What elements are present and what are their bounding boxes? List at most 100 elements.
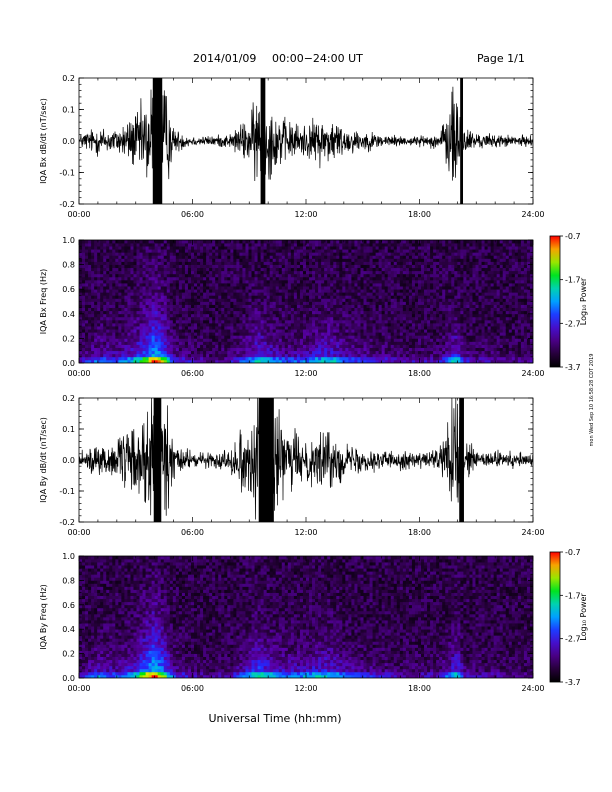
- spectrogram-cell: [233, 267, 237, 272]
- spectrogram-cell: [266, 332, 271, 336]
- spectrogram-cell: [369, 329, 373, 333]
- spectrogram-cell: [139, 267, 143, 272]
- spectrogram-cell: [184, 307, 189, 312]
- spectrogram-cell: [133, 255, 137, 259]
- spectrogram-cell: [393, 319, 398, 324]
- spectrogram-cell: [106, 295, 110, 299]
- spectrogram-cell: [327, 267, 331, 272]
- spectrogram-cell: [354, 301, 358, 305]
- spectrogram-cell: [112, 261, 116, 265]
- spectrogram-cell: [296, 335, 301, 339]
- spectrogram-cell: [309, 264, 313, 269]
- spectrogram-cell: [342, 264, 346, 269]
- spectrogram-cell: [178, 246, 183, 250]
- spectrogram-cell: [115, 338, 119, 342]
- spectrogram-cell: [375, 243, 379, 247]
- spectrogram-cell: [290, 267, 295, 272]
- spectrogram-cell: [194, 286, 198, 290]
- spectrogram-cell: [417, 270, 422, 275]
- spectrogram-cell: [302, 310, 307, 315]
- spectrogram-cell: [230, 310, 234, 315]
- spectrogram-cell: [103, 313, 107, 318]
- spectrogram-cell: [275, 249, 280, 253]
- spectrogram-cell: [91, 246, 95, 250]
- spectrogram-cell: [366, 332, 370, 336]
- spectrogram-cell: [417, 323, 422, 327]
- spectrogram-cell: [284, 359, 289, 363]
- spectrogram-cell: [142, 279, 146, 284]
- spectrogram-cell: [296, 347, 301, 352]
- spectrogram-cell: [405, 335, 410, 339]
- spectrogram-cell: [212, 301, 216, 305]
- spectrogram-cell: [396, 319, 401, 324]
- spectrogram-cell: [318, 243, 322, 247]
- spectrogram-cell: [351, 341, 355, 345]
- spectrogram-cell: [336, 267, 340, 272]
- spectrogram-cell: [414, 335, 419, 339]
- spectrogram-cell: [115, 310, 119, 315]
- spectrogram-cell: [194, 240, 198, 244]
- spectrogram-cell: [345, 273, 349, 278]
- spectrogram-cell: [405, 344, 410, 348]
- spectrogram-cell: [254, 304, 258, 308]
- spectrogram-cell: [130, 267, 134, 272]
- spectrogram-cell: [209, 286, 213, 290]
- spectrogram-cell: [436, 295, 440, 299]
- spectrogram-cell: [209, 279, 213, 284]
- spectrogram-cell: [124, 326, 128, 330]
- spectrogram-cell: [375, 332, 379, 336]
- spectrogram-cell: [275, 243, 280, 247]
- spectrogram-cell: [233, 273, 237, 278]
- spectrogram-cell: [187, 344, 192, 348]
- spectrogram-cell: [178, 240, 183, 244]
- spectrogram-cell: [263, 273, 268, 278]
- spectrogram-cell: [330, 326, 334, 330]
- spectrogram-cell: [88, 298, 92, 302]
- spectrogram-cell: [100, 344, 104, 348]
- spectrogram-cell: [127, 347, 131, 352]
- spectrogram-cell: [318, 246, 322, 250]
- spectrogram-cell: [82, 267, 86, 272]
- spectrogram-cell: [118, 319, 122, 324]
- spectrogram-cell: [339, 347, 343, 352]
- spectrogram-cell: [278, 289, 283, 293]
- spectrogram-cell: [330, 283, 334, 287]
- spectrogram-cell: [121, 298, 125, 302]
- spectrogram-cell: [85, 255, 89, 259]
- spectrogram-cell: [396, 304, 401, 308]
- spectrogram-cell: [381, 292, 386, 296]
- spectrogram-cell: [230, 261, 234, 265]
- spectrogram-cell: [106, 289, 110, 293]
- header-time-range: 00:00−24:00 UT: [272, 52, 363, 65]
- spectrogram-cell: [133, 319, 137, 324]
- spectrogram-cell: [103, 264, 107, 269]
- spectrogram-cell: [366, 295, 370, 299]
- spectrogram-cell: [169, 326, 174, 330]
- spectrogram-cell: [248, 307, 252, 312]
- spectrogram-cell: [166, 276, 171, 281]
- spectrogram-cell: [124, 338, 128, 342]
- spectrogram-cell: [384, 279, 389, 284]
- spectrogram-cell: [327, 329, 331, 333]
- spectrogram-cell: [160, 267, 165, 272]
- spectrogram-cell: [130, 273, 134, 278]
- spectrogram-cell: [281, 292, 286, 296]
- spectrogram-cell: [284, 301, 289, 305]
- spectrogram-cell: [148, 255, 152, 259]
- spectrogram-cell: [181, 264, 186, 269]
- spectrogram-cell: [251, 270, 255, 275]
- spectrogram-cell: [97, 344, 101, 348]
- spectrogram-cell: [103, 335, 107, 339]
- spectrogram-cell: [299, 240, 304, 244]
- spectrogram-cell: [175, 292, 180, 296]
- spectrogram-cell: [408, 307, 413, 312]
- spectrogram-cell: [293, 255, 298, 259]
- spectrogram-cell: [266, 270, 271, 275]
- spectrogram-cell: [175, 313, 180, 318]
- spectrogram-cell: [381, 319, 386, 324]
- spectrogram-cell: [103, 283, 107, 287]
- spectrogram-cell: [381, 258, 386, 262]
- spectrogram-cell: [230, 344, 234, 348]
- spectrogram-cell: [169, 316, 174, 321]
- spectrogram-cell: [197, 292, 201, 296]
